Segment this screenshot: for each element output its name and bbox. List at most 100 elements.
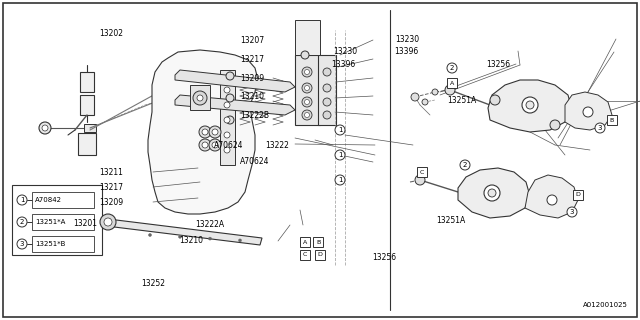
- Circle shape: [335, 150, 345, 160]
- Circle shape: [484, 185, 500, 201]
- Circle shape: [193, 91, 207, 105]
- Bar: [80, 72, 94, 92]
- Circle shape: [302, 83, 312, 93]
- Bar: [300, 250, 310, 260]
- Bar: [300, 237, 310, 247]
- Text: 1: 1: [338, 177, 342, 183]
- Circle shape: [415, 175, 425, 185]
- Circle shape: [305, 100, 310, 105]
- Text: 1: 1: [20, 197, 24, 203]
- Circle shape: [202, 129, 208, 135]
- Text: 13209: 13209: [240, 74, 264, 83]
- Polygon shape: [488, 80, 572, 132]
- Circle shape: [595, 123, 605, 133]
- Circle shape: [445, 85, 455, 95]
- Polygon shape: [175, 70, 295, 92]
- Text: A70624: A70624: [240, 157, 269, 166]
- Circle shape: [199, 139, 211, 151]
- Text: 3: 3: [570, 209, 574, 215]
- Circle shape: [224, 147, 230, 153]
- Text: A: A: [450, 81, 454, 85]
- Text: 13222A: 13222A: [195, 220, 225, 229]
- Bar: [313, 237, 323, 247]
- Circle shape: [39, 122, 51, 134]
- Text: 3: 3: [598, 125, 602, 131]
- Circle shape: [305, 69, 310, 75]
- Text: 13252: 13252: [141, 279, 165, 288]
- Text: 13251A: 13251A: [436, 216, 466, 225]
- Text: A012001025: A012001025: [583, 302, 628, 308]
- Bar: [84, 124, 96, 132]
- Circle shape: [567, 207, 577, 217]
- Bar: [607, 115, 617, 125]
- Circle shape: [17, 239, 27, 249]
- Text: 13217: 13217: [99, 183, 124, 192]
- Bar: [32, 236, 94, 252]
- Circle shape: [522, 97, 538, 113]
- Circle shape: [335, 175, 345, 185]
- Text: 13210: 13210: [240, 92, 264, 100]
- Text: 13251*A: 13251*A: [35, 219, 65, 225]
- Circle shape: [224, 87, 230, 93]
- Text: 13207: 13207: [240, 36, 264, 44]
- Polygon shape: [458, 168, 530, 218]
- Circle shape: [224, 132, 230, 138]
- Circle shape: [209, 126, 221, 138]
- Text: C: C: [420, 170, 424, 174]
- Text: 2: 2: [20, 219, 24, 225]
- Circle shape: [226, 116, 234, 124]
- Text: 13202: 13202: [99, 29, 124, 38]
- Text: B: B: [316, 239, 320, 244]
- Text: 13251A: 13251A: [447, 96, 476, 105]
- Circle shape: [335, 125, 345, 135]
- Circle shape: [224, 102, 230, 108]
- Circle shape: [212, 129, 218, 135]
- Circle shape: [490, 95, 500, 105]
- Circle shape: [526, 101, 534, 109]
- Circle shape: [460, 160, 470, 170]
- Circle shape: [302, 110, 312, 120]
- Text: 2: 2: [450, 65, 454, 71]
- Text: 13217: 13217: [240, 55, 264, 64]
- Text: 2: 2: [463, 162, 467, 168]
- Circle shape: [17, 195, 27, 205]
- Polygon shape: [175, 95, 295, 115]
- Circle shape: [224, 117, 230, 123]
- Text: 13210: 13210: [179, 236, 204, 245]
- Text: A70842: A70842: [35, 197, 62, 203]
- Bar: [78, 133, 96, 155]
- Text: 1: 1: [338, 152, 342, 158]
- Bar: [32, 214, 94, 230]
- Circle shape: [199, 126, 211, 138]
- Circle shape: [17, 217, 27, 227]
- Text: A: A: [303, 239, 307, 244]
- Circle shape: [432, 89, 438, 95]
- Circle shape: [411, 93, 419, 101]
- Bar: [315, 250, 325, 260]
- Circle shape: [323, 98, 331, 106]
- Text: D: D: [575, 193, 580, 197]
- Bar: [220, 70, 235, 165]
- Circle shape: [305, 113, 310, 117]
- Text: D: D: [317, 252, 323, 258]
- Circle shape: [302, 67, 312, 77]
- Circle shape: [323, 111, 331, 119]
- Polygon shape: [565, 92, 612, 130]
- Circle shape: [226, 72, 234, 80]
- Text: 1: 1: [338, 127, 342, 133]
- Polygon shape: [525, 175, 578, 218]
- Text: 13256: 13256: [486, 60, 511, 68]
- Text: 13251*B: 13251*B: [35, 241, 65, 247]
- Circle shape: [547, 195, 557, 205]
- Circle shape: [239, 239, 241, 242]
- Bar: [80, 95, 94, 115]
- Text: 13222B: 13222B: [240, 111, 269, 120]
- Circle shape: [104, 218, 112, 226]
- Circle shape: [488, 189, 496, 197]
- Text: 13396: 13396: [394, 47, 419, 56]
- Circle shape: [100, 214, 116, 230]
- Circle shape: [202, 142, 208, 148]
- Bar: [12, 185, 102, 255]
- Text: 13211: 13211: [99, 168, 123, 177]
- Circle shape: [583, 107, 593, 117]
